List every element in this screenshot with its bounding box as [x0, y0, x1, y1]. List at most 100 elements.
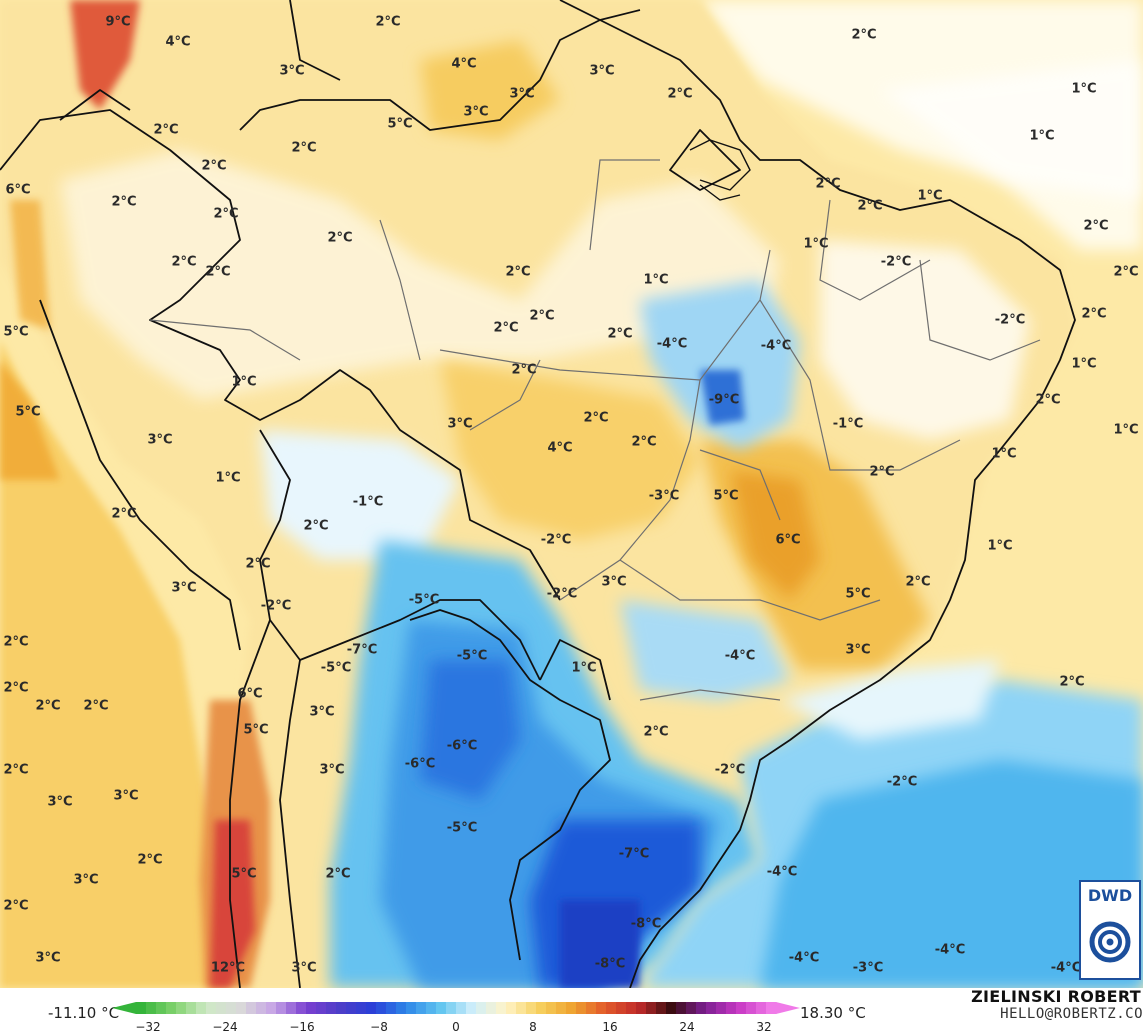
temperature-label: 2°C — [511, 363, 536, 378]
temperature-label: -4°C — [935, 943, 965, 958]
state-borders — [149, 159, 1041, 701]
colorbar-cell — [346, 1002, 357, 1014]
colorbar-tick-label: 16 — [602, 1020, 618, 1034]
colorbar-cell — [296, 1002, 307, 1014]
temperature-label: 2°C — [245, 557, 270, 572]
temperature-label: 3°C — [279, 64, 304, 79]
temperature-label: 2°C — [35, 699, 60, 714]
temperature-label: 3°C — [291, 961, 316, 976]
temperature-label: 2°C — [205, 265, 230, 280]
temperature-label: 4°C — [451, 57, 476, 72]
temperature-label: 2°C — [291, 141, 316, 156]
temperature-label: 1°C — [1071, 357, 1096, 372]
temperature-label: 3°C — [309, 705, 334, 720]
temperature-label: -8°C — [595, 957, 625, 972]
author-credit: ZIELINSKI ROBERT — [971, 987, 1141, 1006]
temperature-label: -4°C — [725, 649, 755, 664]
colorbar-cell — [486, 1002, 497, 1014]
temperature-label: 3°C — [319, 763, 344, 778]
colorbar-cell — [746, 1002, 757, 1014]
temperature-label: 6°C — [237, 687, 262, 702]
temperature-label: -6°C — [405, 757, 435, 772]
temperature-label: -5°C — [447, 821, 477, 836]
colorbar-cell — [456, 1002, 467, 1014]
temperature-label: 5°C — [713, 489, 738, 504]
colorbar-cell — [166, 1002, 177, 1014]
temperature-label: 2°C — [1113, 265, 1138, 280]
colorbar-cell — [586, 1002, 597, 1014]
colorbar-cell — [436, 1002, 447, 1014]
temperature-label: 1°C — [231, 375, 256, 390]
temperature-label: 2°C — [631, 435, 656, 450]
temperature-label: 2°C — [643, 725, 668, 740]
colorbar-cell — [446, 1002, 457, 1014]
temperature-label: 1°C — [987, 539, 1012, 554]
temperature-label: -1°C — [833, 417, 863, 432]
temperature-label: 1°C — [803, 237, 828, 252]
temperature-label: 1°C — [1029, 129, 1054, 144]
temperature-label: 2°C — [137, 853, 162, 868]
temperature-label: -4°C — [761, 339, 791, 354]
colorbar-tick-label: 24 — [679, 1020, 695, 1034]
temperature-label: 2°C — [3, 763, 28, 778]
colorbar-cell — [176, 1002, 187, 1014]
temperature-label: 3°C — [509, 87, 534, 102]
colorbar-cell — [336, 1002, 347, 1014]
temperature-label: 2°C — [815, 177, 840, 192]
temperature-label: 12°C — [211, 961, 245, 976]
temperature-label: 2°C — [1035, 393, 1060, 408]
temperature-label: -5°C — [457, 649, 487, 664]
temperature-labels: 9°C 4°C 2°C 2°C 4°C 3°C 3°C 2°C 1°C 3°C 3°C 5°C 2°C 2… — [3, 15, 1138, 976]
colorbar-cell — [516, 1002, 527, 1014]
colorbar-cell — [706, 1002, 717, 1014]
temperature-label: 2°C — [3, 899, 28, 914]
colorbar-cell — [696, 1002, 707, 1014]
temperature-label: -2°C — [881, 255, 911, 270]
temperature-label: -3°C — [853, 961, 883, 976]
temperature-label: 2°C — [667, 87, 692, 102]
temperature-label: 2°C — [153, 123, 178, 138]
temperature-label: 2°C — [3, 635, 28, 650]
colorbar-cell — [266, 1002, 277, 1014]
colorbar-cell — [736, 1002, 747, 1014]
temperature-label: 2°C — [1081, 307, 1106, 322]
colorbar-cell — [556, 1002, 567, 1014]
colorbar-cell — [496, 1002, 507, 1014]
temperature-label: 3°C — [463, 105, 488, 120]
temperature-label: 3°C — [73, 873, 98, 888]
temperature-label: 5°C — [845, 587, 870, 602]
temperature-label: 3°C — [47, 795, 72, 810]
colorbar-cell — [656, 1002, 667, 1014]
temperature-label: 2°C — [1059, 675, 1084, 690]
colorbar-cell — [246, 1002, 257, 1014]
temperature-label: 3°C — [35, 951, 60, 966]
temperature-label: 2°C — [325, 867, 350, 882]
colorbar-max-label: 18.30 °C — [800, 1004, 866, 1022]
temperature-label: 2°C — [3, 681, 28, 696]
temperature-label: 3°C — [113, 789, 138, 804]
colorbar-cell — [626, 1002, 637, 1014]
colorbar-tick-label: −24 — [212, 1020, 238, 1034]
temperature-label: 5°C — [387, 117, 412, 132]
temperature-label: 2°C — [493, 321, 518, 336]
colorbar-tick-label: 0 — [452, 1020, 460, 1034]
colorbar-cell — [476, 1002, 487, 1014]
temperature-label: 2°C — [869, 465, 894, 480]
temperature-label: 1°C — [991, 447, 1016, 462]
temperature-label: -1°C — [353, 495, 383, 510]
colorbar-tick-label: 8 — [529, 1020, 537, 1034]
colorbar-cell — [326, 1002, 337, 1014]
colorbar-cell — [716, 1002, 727, 1014]
amazon-delta — [689, 139, 751, 201]
dwd-logo-text: DWD — [1087, 886, 1133, 905]
temperature-label: 1°C — [571, 661, 596, 676]
temperature-label: 4°C — [547, 441, 572, 456]
temperature-fields — [0, 0, 1143, 988]
temperature-label: 2°C — [111, 507, 136, 522]
temperature-label: -2°C — [887, 775, 917, 790]
colorbar-extend-arrow — [776, 1002, 800, 1014]
colorbar-cell — [276, 1002, 287, 1014]
temperature-label: 3°C — [147, 433, 172, 448]
colorbar-cell — [136, 1002, 147, 1014]
temperature-label: 2°C — [83, 699, 108, 714]
